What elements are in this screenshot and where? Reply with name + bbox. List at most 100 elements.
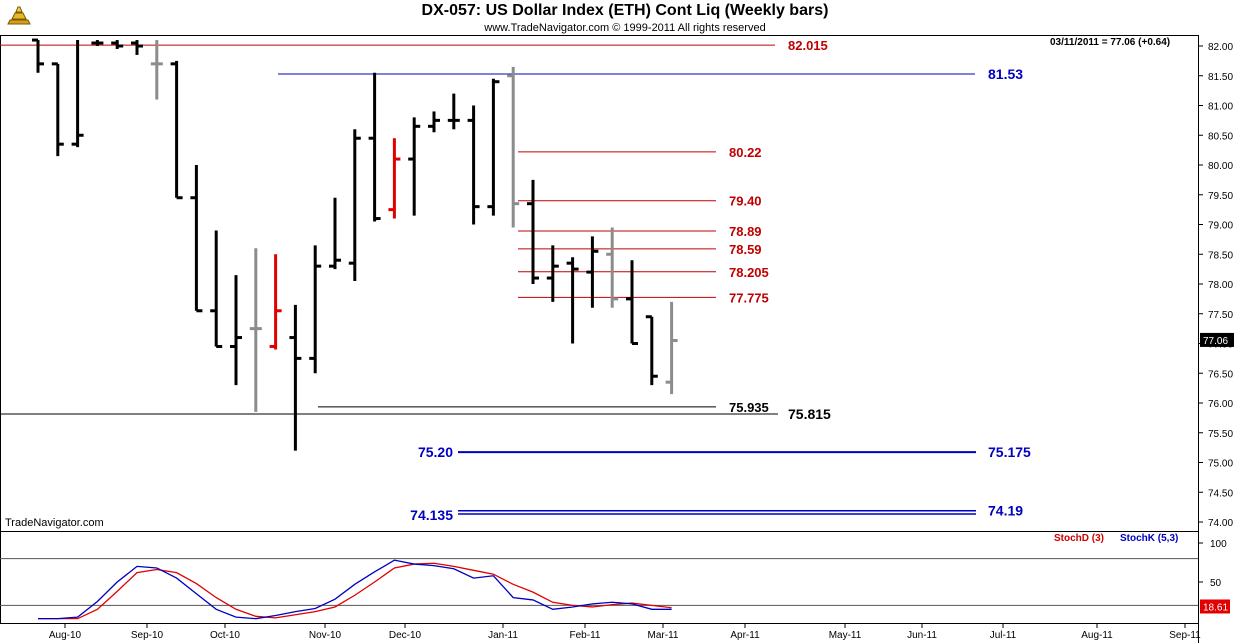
legend-stoch-d: StochD (3) bbox=[1054, 533, 1104, 544]
price-tick-label: 82.00 bbox=[1208, 42, 1233, 53]
price-tick-label: 80.00 bbox=[1208, 161, 1233, 172]
time-tick-label: Oct-10 bbox=[210, 630, 240, 641]
ohlc-bar bbox=[408, 117, 421, 216]
time-tick-label: Feb-11 bbox=[570, 630, 601, 641]
ohlc-bar bbox=[665, 301, 678, 395]
trade-navigator-logo-icon bbox=[7, 6, 31, 25]
ohlc-bar bbox=[329, 197, 341, 270]
time-tick-label: Apr-11 bbox=[730, 630, 760, 641]
level-label-7889: 78.89 bbox=[729, 224, 762, 239]
level-label-75815: 75.815 bbox=[788, 406, 831, 422]
price-tick-label: 75.50 bbox=[1208, 429, 1233, 440]
price-tick-label: 76.00 bbox=[1208, 399, 1233, 410]
stochastic-panel bbox=[38, 559, 672, 620]
time-tick-label: Jun-11 bbox=[907, 630, 937, 641]
stoch-tick-label: 100 bbox=[1210, 539, 1227, 550]
time-tick-label: Jul-11 bbox=[990, 630, 1017, 641]
price-tick-label: 79.00 bbox=[1208, 221, 1233, 232]
ohlc-bar bbox=[348, 129, 361, 282]
stoch-d-line bbox=[38, 562, 672, 620]
chart-title: DX-057: US Dollar Index (ETH) Cont Liq (… bbox=[421, 2, 829, 19]
time-tick-label: Sep-10 bbox=[131, 630, 164, 641]
last-price-status: 03/11/2011 = 77.06 (+0.64) bbox=[1050, 37, 1171, 48]
ohlc-bar bbox=[467, 105, 480, 225]
ohlc-bar bbox=[388, 138, 401, 219]
ohlc-bar bbox=[566, 257, 579, 344]
ohlc-bar bbox=[447, 93, 460, 130]
last-price-label: 77.06 bbox=[1203, 336, 1228, 347]
ohlc-bar bbox=[487, 78, 500, 216]
indicator-panel-border bbox=[0, 531, 1199, 624]
reference-lines bbox=[0, 558, 1198, 606]
ohlc-bar bbox=[606, 227, 619, 308]
ohlc-bar bbox=[626, 260, 638, 345]
level-label-7859: 78.59 bbox=[729, 242, 762, 257]
legend-stoch-k: StochK (5,3) bbox=[1120, 533, 1179, 544]
last-price-box bbox=[1200, 332, 1234, 347]
time-tick-label: Mar-11 bbox=[648, 630, 679, 641]
time-tick-label: Jan-11 bbox=[488, 630, 518, 641]
stoch-last-label: 18.61 bbox=[1203, 602, 1228, 613]
ohlc-bar bbox=[91, 40, 104, 46]
price-bars bbox=[32, 38, 678, 451]
ohlc-bar bbox=[368, 72, 381, 222]
ohlc-bar bbox=[289, 304, 302, 451]
level-label-8022: 80.22 bbox=[729, 145, 762, 160]
time-tick-label: May-11 bbox=[829, 630, 862, 641]
ohlc-bar bbox=[249, 248, 262, 412]
chart-subtitle: www.TradeNavigator.com © 1999-2011 All r… bbox=[484, 22, 766, 34]
ohlc-bar bbox=[131, 40, 143, 55]
price-tick-label: 78.00 bbox=[1208, 280, 1233, 291]
time-tick-label: Aug-11 bbox=[1081, 630, 1113, 641]
ohlc-bar bbox=[428, 111, 440, 133]
price-tick-label: 74.50 bbox=[1208, 488, 1233, 499]
ohlc-bar bbox=[507, 66, 520, 228]
level-label-7419: 74.19 bbox=[988, 503, 1023, 519]
level-label-75175: 75.175 bbox=[988, 444, 1031, 460]
ohlc-bar bbox=[269, 254, 282, 350]
ohlc-bar bbox=[527, 179, 539, 284]
time-tick-label: Aug-10 bbox=[49, 630, 82, 641]
source-label: TradeNavigator.com bbox=[5, 517, 104, 529]
price-tick-label: 78.50 bbox=[1208, 250, 1233, 261]
level-label-74135: 74.135 bbox=[410, 507, 453, 523]
ohlc-bar bbox=[32, 38, 44, 73]
ohlc-bar bbox=[150, 40, 163, 100]
level-label-82015: 82.015 bbox=[788, 38, 828, 53]
ohlc-bar bbox=[645, 315, 658, 386]
axes: 82.00 81.50 81.00 80.50 80.00 79.50 79.00 78.50… bbox=[49, 42, 1234, 641]
level-label-75935: 75.935 bbox=[729, 400, 769, 415]
price-tick-label: 80.50 bbox=[1208, 131, 1233, 142]
ohlc-bar bbox=[190, 165, 203, 313]
level-label-8153: 81.53 bbox=[988, 66, 1023, 82]
stoch-k-line bbox=[38, 559, 672, 620]
time-tick-label: Nov-10 bbox=[309, 630, 342, 641]
ohlc-bar bbox=[170, 60, 183, 200]
ohlc-bar bbox=[71, 40, 84, 148]
price-tick-label: 77.50 bbox=[1208, 310, 1233, 321]
level-label-77775: 77.775 bbox=[729, 290, 769, 305]
price-tick-label: 79.50 bbox=[1208, 191, 1233, 202]
level-label-78205: 78.205 bbox=[729, 265, 769, 280]
time-tick-label: Sep-11 bbox=[1169, 630, 1201, 641]
price-tick-label: 81.00 bbox=[1208, 102, 1233, 113]
price-tick-label: 75.00 bbox=[1208, 459, 1233, 470]
ohlc-bar bbox=[546, 245, 559, 302]
ohlc-bar bbox=[586, 236, 599, 308]
stoch-last-box bbox=[1200, 599, 1230, 614]
price-tick-label: 74.00 bbox=[1208, 518, 1233, 529]
price-tick-label: 81.50 bbox=[1208, 72, 1233, 83]
level-label-7940: 79.40 bbox=[729, 194, 762, 209]
ohlc-bar bbox=[230, 275, 242, 386]
chart-frame bbox=[0, 35, 1199, 643]
time-tick-label: Dec-10 bbox=[389, 630, 422, 641]
ohlc-bar bbox=[51, 62, 64, 157]
price-tick-label: 76.50 bbox=[1208, 369, 1233, 380]
ohlc-bar bbox=[309, 245, 322, 374]
level-label-7520: 75.20 bbox=[418, 444, 453, 460]
ohlc-bar bbox=[210, 230, 223, 348]
price-levels: 82.015 81.53 80.22 79.40 78.89 78.59 78.205 77.… bbox=[0, 38, 1031, 523]
stoch-tick-label: 50 bbox=[1210, 578, 1222, 589]
ohlc-bar bbox=[111, 40, 124, 49]
